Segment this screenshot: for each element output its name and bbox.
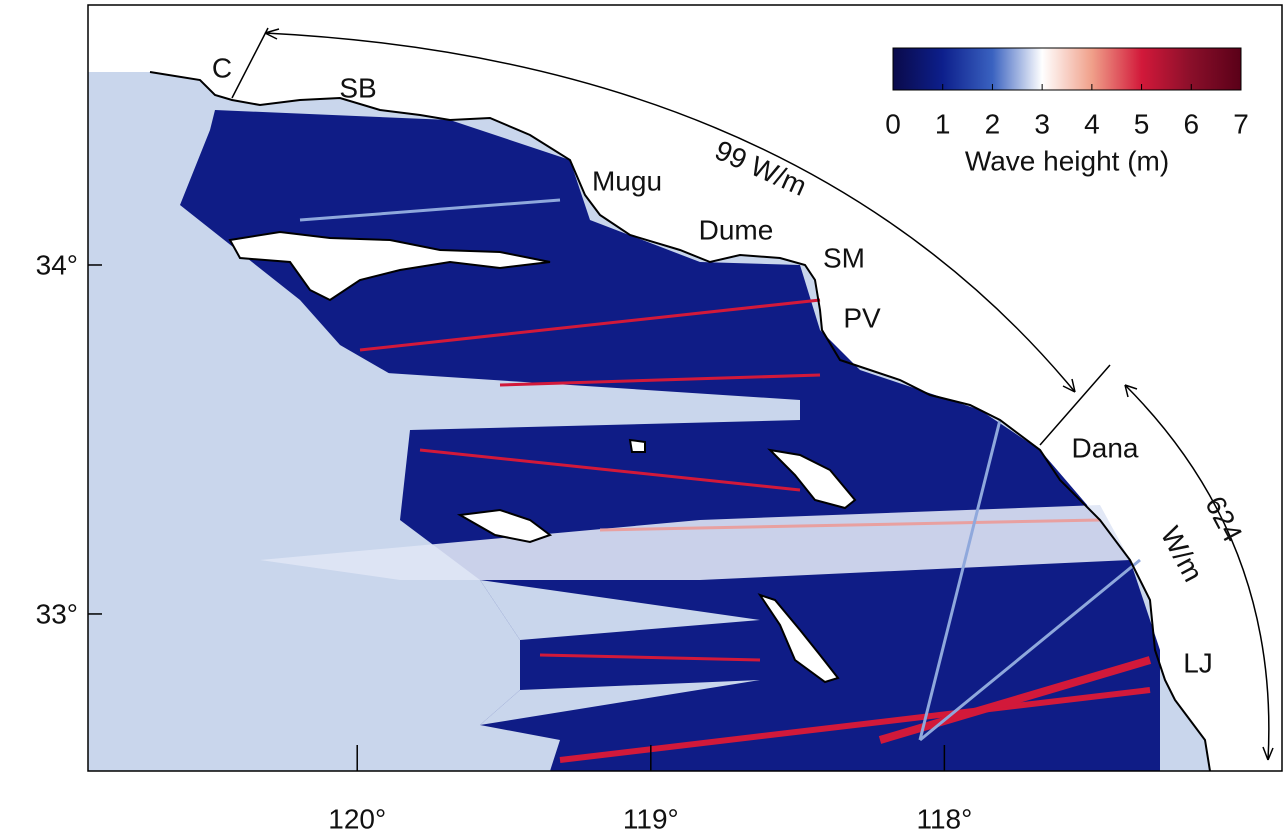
colorbar-tick-label: 4 xyxy=(1084,108,1100,139)
y-tick-label: 33° xyxy=(36,598,78,629)
colorbar-label: Wave height (m) xyxy=(965,145,1169,176)
annotation: W/m xyxy=(1155,521,1209,586)
colorbar-tick-label: 7 xyxy=(1233,108,1249,139)
place-label: Dume xyxy=(699,214,774,245)
place-label: SB xyxy=(339,72,376,103)
place-label: C xyxy=(212,52,232,83)
colorbar-tick-label: 0 xyxy=(885,108,901,139)
colorbar-tick-label: 5 xyxy=(1134,108,1150,139)
annotation: 99 W/m xyxy=(710,134,811,202)
x-tick-label: 118° xyxy=(916,803,972,834)
place-label: SM xyxy=(823,242,865,273)
colorbar-tick-label: 6 xyxy=(1183,108,1199,139)
colorbar-tick-label: 1 xyxy=(935,108,951,139)
colorbar-tick-label: 2 xyxy=(985,108,1001,139)
place-label: PV xyxy=(843,302,881,333)
place-label: Mugu xyxy=(592,165,662,196)
y-tick-label: 34° xyxy=(36,249,78,280)
colorbar xyxy=(893,48,1241,90)
place-label: Dana xyxy=(1072,432,1139,463)
place-label: LJ xyxy=(1183,647,1213,678)
annotation: 624 xyxy=(1199,491,1248,547)
x-tick-label: 120° xyxy=(328,803,386,834)
x-tick-label: 119° xyxy=(623,803,679,834)
map: C SB Mugu Dume SM PV Dana LJ 99 W/m 624 … xyxy=(0,0,1285,839)
colorbar-tick-label: 3 xyxy=(1034,108,1050,139)
